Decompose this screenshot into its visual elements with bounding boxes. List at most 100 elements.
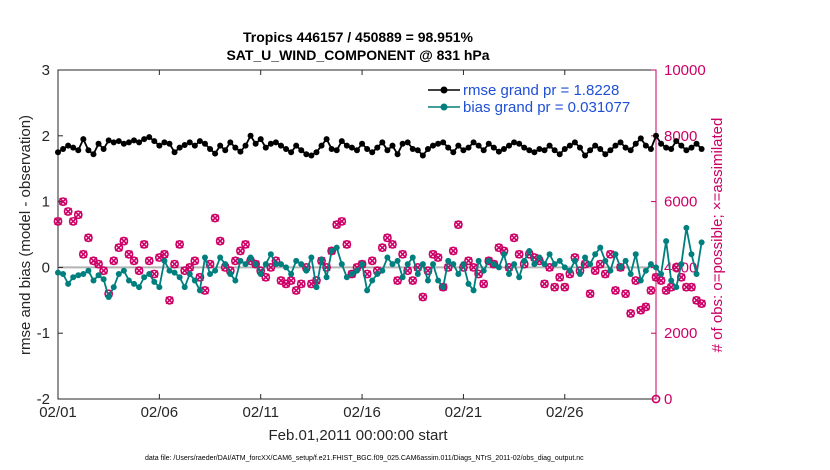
- rmse-point: [156, 142, 163, 149]
- obs-assimilated-point: [94, 260, 103, 269]
- obs-assimilated-point: [155, 253, 164, 262]
- bias-point: [440, 284, 447, 291]
- obs-assimilated-point: [560, 283, 569, 292]
- y2-tick-label: 0: [664, 391, 672, 408]
- obs-possible-point: [337, 216, 347, 226]
- bias-point: [65, 280, 72, 287]
- rmse-point: [455, 142, 462, 149]
- obs-possible-point: [99, 266, 109, 276]
- bias-point: [506, 270, 513, 277]
- obs-assimilated-point: [287, 276, 296, 285]
- obs-assimilated-point: [69, 217, 78, 226]
- obs-possible-point: [697, 299, 707, 308]
- obs-assimilated-point: [469, 263, 478, 272]
- bias-point: [201, 254, 208, 261]
- bias-point: [551, 261, 558, 268]
- rmse-point: [131, 137, 138, 144]
- obs-possible-point: [73, 210, 83, 220]
- obs-assimilated-point: [631, 276, 640, 285]
- rmse-point: [389, 142, 396, 149]
- obs-possible-point: [236, 246, 245, 256]
- rmse-point: [637, 135, 644, 142]
- bias-point: [348, 270, 355, 277]
- bias-point: [500, 251, 507, 258]
- rmse-point: [100, 145, 107, 152]
- bias-point: [110, 284, 117, 291]
- bias-point: [647, 261, 654, 268]
- obs-possible-point: [621, 289, 630, 299]
- bias-point: [283, 264, 290, 271]
- obs-assimilated-point: [59, 197, 68, 206]
- bias-point: [191, 277, 198, 284]
- bias-point: [678, 261, 685, 268]
- bias-point: [262, 261, 269, 268]
- rmse-point: [582, 152, 589, 159]
- obs-possible-point: [210, 213, 220, 223]
- bias-point: [597, 244, 604, 251]
- obs-possible-point: [590, 266, 600, 276]
- bias-point: [196, 287, 203, 294]
- legend: rmse grand pr = 1.8228 bias grand pr = 0…: [428, 82, 630, 116]
- bias-point: [435, 277, 442, 284]
- obs-assimilated-point: [408, 276, 417, 285]
- rmse-point: [176, 144, 183, 151]
- bias-point: [186, 270, 193, 277]
- obs-possible-point: [342, 239, 352, 249]
- y-tick-label: -2: [37, 391, 50, 408]
- obs-possible-point: [555, 272, 565, 282]
- rmse-point: [516, 140, 523, 147]
- bias-point: [288, 270, 295, 277]
- obs-assimilated-point: [114, 243, 123, 252]
- obs-assimilated-point: [479, 279, 488, 288]
- bias-point: [374, 270, 381, 277]
- obs-assimilated-point: [140, 240, 149, 249]
- bias-point: [323, 274, 330, 281]
- rmse-point: [404, 139, 411, 146]
- bias-point: [592, 251, 599, 258]
- rmse-point: [272, 139, 279, 146]
- obs-assimilated-point: [54, 217, 62, 226]
- bias-point: [470, 287, 477, 294]
- obs-assimilated-point: [636, 306, 645, 315]
- obs-possible-point: [241, 239, 250, 249]
- rmse-point: [424, 145, 431, 152]
- rmse-point: [303, 151, 310, 158]
- bias-point: [90, 277, 97, 284]
- bias-point: [511, 261, 518, 268]
- rmse-point: [678, 142, 685, 149]
- rmse-point: [110, 139, 117, 146]
- rmse-point: [521, 144, 528, 151]
- obs-possible-point: [393, 276, 402, 285]
- rmse-point: [440, 139, 447, 146]
- bias-point: [105, 294, 112, 301]
- y-tick-label: 2: [42, 128, 50, 145]
- rmse-point: [333, 147, 340, 154]
- bias-point: [546, 251, 553, 258]
- obs-assimilated-point: [687, 283, 696, 292]
- rmse-point: [141, 136, 148, 143]
- rmse-point: [90, 151, 97, 158]
- obs-assimilated-point: [292, 286, 301, 295]
- rmse-point: [490, 144, 497, 151]
- rmse-point: [607, 147, 614, 154]
- plot-frame: [57, 69, 657, 400]
- rmse-point: [374, 144, 381, 151]
- rmse-point: [597, 145, 604, 152]
- rmse-point: [450, 149, 457, 156]
- bias-point: [414, 270, 421, 277]
- bias-point: [531, 261, 538, 268]
- rmse-point: [212, 150, 219, 157]
- rmse-point: [587, 147, 594, 154]
- obs-assimilated-point: [515, 250, 524, 259]
- bias-point: [151, 278, 158, 285]
- obs-possible-point: [418, 292, 428, 302]
- bias-point: [176, 274, 183, 281]
- bias-point: [587, 261, 594, 268]
- obs-possible-point: [489, 259, 499, 269]
- obs-assimilated-point: [99, 266, 108, 275]
- rmse-point: [511, 139, 518, 146]
- obs-assimilated-point: [231, 256, 240, 265]
- plot-area: 02/01 02/06 02/11 02/16 02/21 02/26 -2 -1 0 1 2 3 0 2…: [37, 62, 707, 421]
- bias-point: [207, 270, 214, 277]
- obs-assimilated-point: [454, 220, 463, 229]
